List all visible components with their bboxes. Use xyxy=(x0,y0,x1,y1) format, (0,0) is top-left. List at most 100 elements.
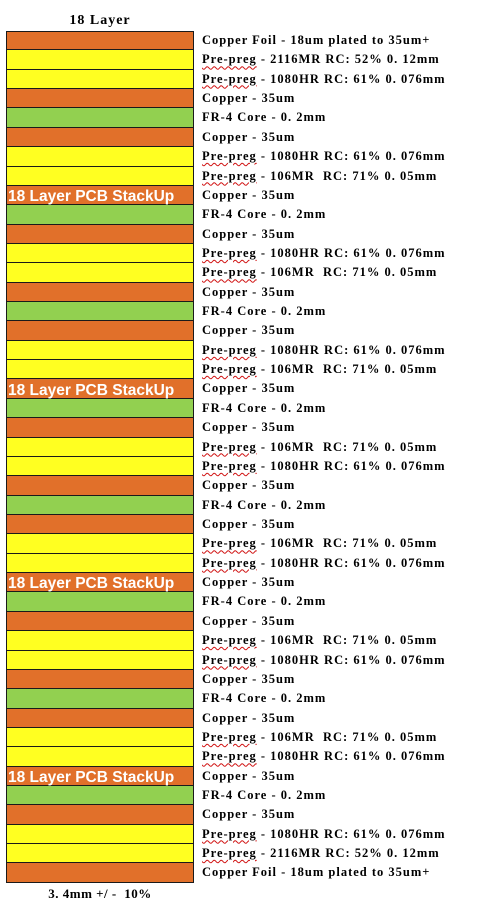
copper-layer-label: Copper - 35um xyxy=(202,768,296,783)
prepreg-term: Pre-preg xyxy=(202,245,257,260)
core-layer-bar xyxy=(6,398,194,419)
copper-layer-bar xyxy=(6,863,194,883)
prepreg-spec: - 1080HR RC: 61% 0. 076mm xyxy=(256,149,446,164)
copper-layer-label: Copper - 35um xyxy=(202,226,296,241)
prepreg-layer-label: Pre-preg - 1080HR RC: 61% 0. 076mm xyxy=(202,70,497,89)
prepreg-layer-bar xyxy=(6,631,194,651)
prepreg-layer-label: Pre-preg - 106MR RC: 71% 0. 05mm xyxy=(202,263,497,282)
prepreg-term: Pre-preg xyxy=(202,633,257,648)
prepreg-layer-label: Pre-preg - 106MR RC: 71% 0. 05mm xyxy=(202,167,497,186)
prepreg-term: Pre-preg xyxy=(202,749,257,764)
prepreg-term: Pre-preg xyxy=(202,71,257,86)
copper-layer-label: Copper - 35um xyxy=(202,807,296,822)
prepreg-term: Pre-preg xyxy=(202,536,257,551)
prepreg-layer-bar xyxy=(6,166,194,186)
copper-layer-bar xyxy=(6,611,194,632)
prepreg-spec: - 1080HR RC: 61% 0. 076mm xyxy=(256,71,446,86)
copper-layer-bar xyxy=(6,805,194,825)
prepreg-spec: - 106MR RC: 71% 0. 05mm xyxy=(256,265,438,280)
copper-layer-bar xyxy=(6,89,194,109)
prepreg-spec: - 2116MR RC: 52% 0. 12mm xyxy=(256,846,440,861)
prepreg-term: Pre-preg xyxy=(202,265,257,280)
watermark-text: 18 Layer PCB StackUp xyxy=(8,575,175,592)
copper-layer-bar xyxy=(6,514,194,535)
prepreg-term: Pre-preg xyxy=(202,149,257,164)
core-layer-bar xyxy=(6,205,194,225)
copper-layer-label: Copper - 35um xyxy=(202,91,296,106)
prepreg-term: Pre-preg xyxy=(202,362,257,377)
prepreg-term: Pre-preg xyxy=(202,52,257,67)
prepreg-layer-bar xyxy=(6,263,194,283)
core-layer-bar xyxy=(6,592,194,612)
core-layer-label: FR-4 Core - 0. 2mm xyxy=(202,400,327,415)
prepreg-spec: - 106MR RC: 71% 0. 05mm xyxy=(256,362,438,377)
core-layer-label: FR-4 Core - 0. 2mm xyxy=(202,691,327,706)
prepreg-spec: - 106MR RC: 71% 0. 05mm xyxy=(256,439,438,454)
prepreg-term: Pre-preg xyxy=(202,555,257,570)
prepreg-term: Pre-preg xyxy=(202,458,257,473)
copper-layer-label: Copper - 35um xyxy=(202,575,296,590)
diagram-title: 18 Layer xyxy=(69,13,131,28)
copper-layer-label: Copper - 35um xyxy=(202,187,296,202)
copper-layer-bar xyxy=(6,31,194,51)
prepreg-layer-label: Pre-preg - 1080HR RC: 61% 0. 076mm xyxy=(202,244,497,263)
prepreg-spec: - 1080HR RC: 61% 0. 076mm xyxy=(256,652,446,667)
copper-layer-label: Copper - 35um xyxy=(202,710,296,725)
prepreg-layer-bar xyxy=(6,747,194,767)
prepreg-layer-bar xyxy=(6,340,194,361)
prepreg-spec: - 106MR RC: 71% 0. 05mm xyxy=(256,536,438,551)
prepreg-spec: - 1080HR RC: 61% 0. 076mm xyxy=(256,826,446,841)
prepreg-layer-bar xyxy=(6,360,194,380)
prepreg-layer-label: Pre-preg - 106MR RC: 71% 0. 05mm xyxy=(202,631,497,650)
prepreg-layer-bar xyxy=(6,437,194,457)
copper-layer-label: Copper - 35um xyxy=(202,671,296,686)
copper-layer-label: Copper Foil - 18um plated to 35um+ xyxy=(202,865,431,880)
prepreg-layer-label: Pre-preg - 1080HR RC: 61% 0. 076mm xyxy=(202,747,497,766)
core-layer-bar xyxy=(6,108,194,128)
prepreg-layer-bar xyxy=(6,824,194,845)
prepreg-layer-bar xyxy=(6,650,194,670)
prepreg-spec: - 1080HR RC: 61% 0. 076mm xyxy=(256,245,446,260)
copper-layer-label: Copper - 35um xyxy=(202,323,296,338)
copper-layer-label: Copper - 35um xyxy=(202,516,296,531)
prepreg-layer-label: Pre-preg - 1080HR RC: 61% 0. 076mm xyxy=(202,651,497,670)
watermark-text: 18 Layer PCB StackUp xyxy=(8,769,175,786)
prepreg-spec: - 106MR RC: 71% 0. 05mm xyxy=(256,729,438,744)
prepreg-layer-label: Pre-preg - 106MR RC: 71% 0. 05mm xyxy=(202,438,497,457)
prepreg-layer-bar xyxy=(6,534,194,554)
copper-layer-bar xyxy=(6,127,194,148)
prepreg-term: Pre-preg xyxy=(202,168,257,183)
prepreg-layer-label: Pre-preg - 106MR RC: 71% 0. 05mm xyxy=(202,360,497,379)
prepreg-spec: - 1080HR RC: 61% 0. 076mm xyxy=(256,458,446,473)
core-layer-label: FR-4 Core - 0. 2mm xyxy=(202,304,327,319)
prepreg-layer-label: Pre-preg - 1080HR RC: 61% 0. 076mm xyxy=(202,341,497,360)
prepreg-layer-bar xyxy=(6,50,194,70)
prepreg-term: Pre-preg xyxy=(202,439,257,454)
prepreg-layer-label: Pre-preg - 1080HR RC: 61% 0. 076mm xyxy=(202,147,497,166)
prepreg-layer-bar xyxy=(6,147,194,167)
prepreg-layer-label: Pre-preg - 106MR RC: 71% 0. 05mm xyxy=(202,534,497,553)
prepreg-term: Pre-preg xyxy=(202,846,257,861)
prepreg-term: Pre-preg xyxy=(202,652,257,667)
copper-layer-bar xyxy=(6,321,194,341)
prepreg-layer-bar xyxy=(6,243,194,264)
copper-layer-label: Copper - 35um xyxy=(202,613,296,628)
prepreg-layer-bar xyxy=(6,456,194,477)
core-layer-bar xyxy=(6,689,194,709)
prepreg-spec: - 1080HR RC: 61% 0. 076mm xyxy=(256,749,446,764)
prepreg-spec: - 106MR RC: 71% 0. 05mm xyxy=(256,168,438,183)
prepreg-layer-label: Pre-preg - 106MR RC: 71% 0. 05mm xyxy=(202,728,497,747)
prepreg-layer-bar xyxy=(6,844,194,864)
copper-layer-bar xyxy=(6,476,194,496)
core-layer-bar xyxy=(6,786,194,806)
prepreg-spec: - 2116MR RC: 52% 0. 12mm xyxy=(256,52,440,67)
prepreg-term: Pre-preg xyxy=(202,342,257,357)
copper-layer-bar xyxy=(6,379,194,399)
total-thickness: 3. 4mm +/ - 10% xyxy=(48,886,152,901)
copper-layer-label: Copper Foil - 18um plated to 35um+ xyxy=(202,33,431,47)
prepreg-layer-bar xyxy=(6,727,194,748)
prepreg-layer-label: Pre-preg - 1080HR RC: 61% 0. 076mm xyxy=(202,457,497,476)
prepreg-layer-label: Pre-preg - 1080HR RC: 61% 0. 076mm xyxy=(202,554,497,573)
core-layer-label: FR-4 Core - 0. 2mm xyxy=(202,497,327,512)
copper-layer-bar xyxy=(6,282,194,303)
